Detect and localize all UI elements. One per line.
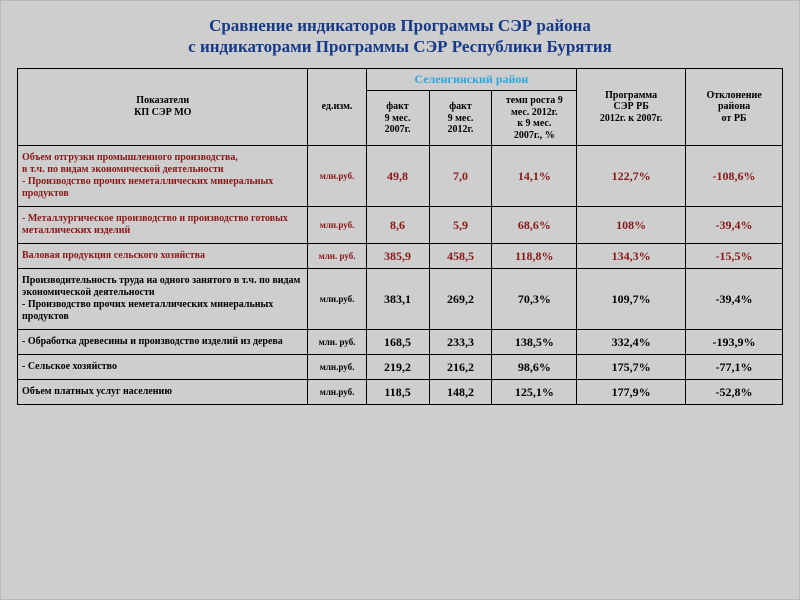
cell-program: 134,3% [577, 244, 686, 269]
cell-unit: млн.руб. [308, 146, 366, 207]
cell-unit: млн. руб. [308, 244, 366, 269]
cell-growth: 138,5% [492, 330, 577, 355]
header-fact2: факт9 мес.2012г. [429, 91, 492, 146]
cell-indicator: Производительность труда на одного занят… [18, 269, 308, 330]
cell-growth: 14,1% [492, 146, 577, 207]
title-line-1: Сравнение индикаторов Программы СЭР райо… [209, 16, 591, 35]
table-header: ПоказателиКП СЭР МО ед.изм. Селенгинский… [18, 68, 783, 146]
cell-fact1: 383,1 [366, 269, 429, 330]
table-row: Объем платных услуг населениюмлн.руб.118… [18, 380, 783, 405]
cell-deviation: -108,6% [686, 146, 783, 207]
title-line-2: с индикаторами Программы СЭР Республики … [188, 37, 612, 56]
cell-indicator: - Обработка древесины и производство изд… [18, 330, 308, 355]
comparison-table: ПоказателиКП СЭР МО ед.изм. Селенгинский… [17, 68, 783, 406]
cell-program: 332,4% [577, 330, 686, 355]
cell-unit: млн.руб. [308, 380, 366, 405]
header-fact1: факт9 мес.2007г. [366, 91, 429, 146]
header-program: ПрограммаСЭР РБ2012г. к 2007г. [577, 68, 686, 146]
cell-fact1: 168,5 [366, 330, 429, 355]
cell-program: 177,9% [577, 380, 686, 405]
cell-growth: 118,8% [492, 244, 577, 269]
cell-fact1: 385,9 [366, 244, 429, 269]
table-row: - Металлургическое производство и произв… [18, 207, 783, 244]
page-title: Сравнение индикаторов Программы СЭР райо… [17, 15, 783, 58]
cell-unit: млн.руб. [308, 207, 366, 244]
cell-fact2: 5,9 [429, 207, 492, 244]
cell-program: 175,7% [577, 355, 686, 380]
cell-deviation: -77,1% [686, 355, 783, 380]
cell-indicator: - Металлургическое производство и произв… [18, 207, 308, 244]
cell-deviation: -15,5% [686, 244, 783, 269]
cell-deviation: -193,9% [686, 330, 783, 355]
cell-fact1: 219,2 [366, 355, 429, 380]
cell-growth: 70,3% [492, 269, 577, 330]
cell-fact1: 49,8 [366, 146, 429, 207]
header-indicator: ПоказателиКП СЭР МО [18, 68, 308, 146]
cell-deviation: -52,8% [686, 380, 783, 405]
table-row: Валовая продукция сельского хозяйствамлн… [18, 244, 783, 269]
cell-unit: млн.руб. [308, 269, 366, 330]
table-row: - Обработка древесины и производство изд… [18, 330, 783, 355]
page: Сравнение индикаторов Программы СЭР райо… [0, 0, 800, 600]
cell-program: 108% [577, 207, 686, 244]
cell-fact2: 233,3 [429, 330, 492, 355]
cell-growth: 125,1% [492, 380, 577, 405]
header-deviation: Отклонениерайонаот РБ [686, 68, 783, 146]
cell-growth: 98,6% [492, 355, 577, 380]
header-group: Селенгинский район [366, 68, 577, 91]
cell-program: 122,7% [577, 146, 686, 207]
table-row: Объем отгрузки промышленного производств… [18, 146, 783, 207]
cell-indicator: Объем отгрузки промышленного производств… [18, 146, 308, 207]
cell-fact1: 118,5 [366, 380, 429, 405]
cell-deviation: -39,4% [686, 269, 783, 330]
cell-indicator: Объем платных услуг населению [18, 380, 308, 405]
cell-fact2: 148,2 [429, 380, 492, 405]
cell-fact2: 216,2 [429, 355, 492, 380]
cell-program: 109,7% [577, 269, 686, 330]
cell-fact1: 8,6 [366, 207, 429, 244]
cell-unit: млн. руб. [308, 330, 366, 355]
header-growth: темп роста 9мес. 2012г.к 9 мес.2007г., % [492, 91, 577, 146]
cell-fact2: 269,2 [429, 269, 492, 330]
cell-growth: 68,6% [492, 207, 577, 244]
cell-indicator: - Сельское хозяйство [18, 355, 308, 380]
cell-indicator: Валовая продукция сельского хозяйства [18, 244, 308, 269]
cell-fact2: 458,5 [429, 244, 492, 269]
table-row: - Сельское хозяйствомлн.руб.219,2216,298… [18, 355, 783, 380]
cell-fact2: 7,0 [429, 146, 492, 207]
table-row: Производительность труда на одного занят… [18, 269, 783, 330]
cell-deviation: -39,4% [686, 207, 783, 244]
cell-unit: млн.руб. [308, 355, 366, 380]
table-body: Объем отгрузки промышленного производств… [18, 146, 783, 405]
header-unit: ед.изм. [308, 68, 366, 146]
